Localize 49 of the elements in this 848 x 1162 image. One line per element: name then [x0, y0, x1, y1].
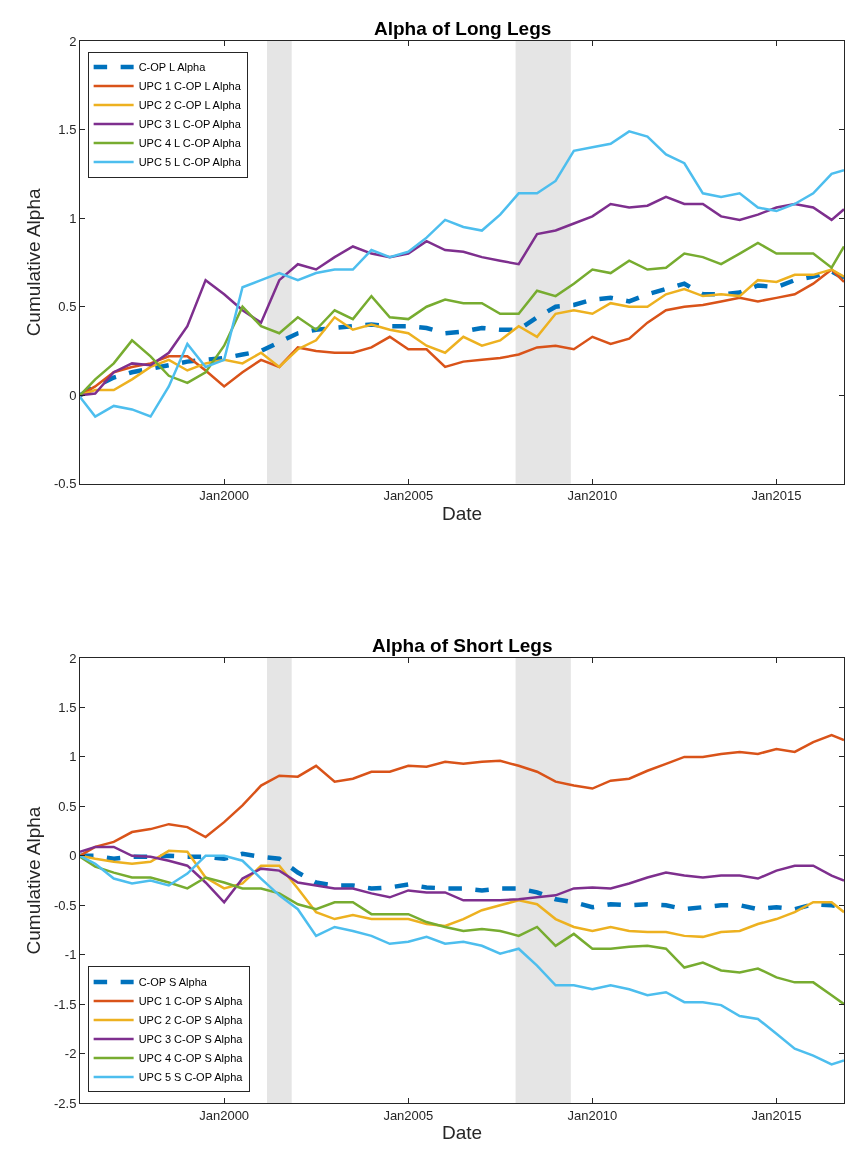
y-tick-label: 1	[69, 210, 77, 226]
x-tick-label: Jan2005	[383, 488, 434, 504]
y-tick-label: -2	[64, 1046, 77, 1062]
y-tick-label: 1	[69, 749, 77, 765]
y-tick-label: -0.5	[53, 476, 77, 492]
y-tick-label: 1.5	[58, 700, 77, 716]
chart-title: Alpha of Long Legs	[374, 18, 552, 39]
line-series	[80, 241, 844, 397]
x-tick-label: Jan2015	[751, 1107, 802, 1123]
y-axis-title: Cumulative Alpha	[22, 806, 44, 955]
legend-label: UPC 2 C-OP S Alpha	[138, 1014, 244, 1027]
y-tick-label: -2.5	[53, 1095, 77, 1111]
y-tick-label: 2	[69, 650, 77, 666]
legend-label: UPC 2 C-OP L Alpha	[138, 99, 242, 112]
legend-label: UPC 3 C-OP S Alpha	[138, 1033, 244, 1046]
y-tick-label: -1	[64, 947, 77, 963]
x-tick-label: Jan2005	[383, 1107, 434, 1123]
line-series	[80, 855, 844, 1006]
y-tick-label: -1.5	[53, 996, 77, 1012]
y-tick-label: 0.5	[58, 299, 77, 315]
x-axis-title: Date	[441, 503, 483, 525]
legend-label: UPC 1 C-OP S Alpha	[138, 995, 244, 1008]
y-tick-label: 1.5	[58, 122, 77, 138]
y-tick-label: 0	[69, 387, 77, 403]
line-series	[80, 195, 844, 397]
y-tick-label: 0.5	[58, 798, 77, 814]
chart-title: Alpha of Short Legs	[372, 635, 553, 656]
x-tick-label: Jan2010	[567, 1107, 618, 1123]
legend-label: C-OP S Alpha	[138, 976, 208, 989]
legend-label: C-OP L Alpha	[138, 61, 207, 74]
y-tick-label: 2	[69, 33, 77, 49]
x-tick-label: Jan2015	[751, 488, 802, 504]
legend-label: UPC 4 C-OP S Alpha	[138, 1052, 244, 1065]
x-tick-label: Jan2010	[567, 488, 618, 504]
y-axis-title: Cumulative Alpha	[22, 188, 44, 337]
line-series	[80, 854, 844, 1066]
legend-label: UPC 5 L C-OP Alpha	[138, 156, 242, 169]
line-series	[80, 845, 844, 904]
line-series	[80, 733, 844, 858]
legend-label: UPC 3 L C-OP Alpha	[138, 118, 242, 131]
legend-label: UPC 1 C-OP L Alpha	[138, 80, 242, 93]
y-tick-label: 0	[69, 848, 77, 864]
legend-label: UPC 4 L C-OP Alpha	[138, 137, 242, 150]
legend-label: UPC 5 S C-OP Alpha	[138, 1071, 244, 1084]
line-series	[80, 130, 844, 418]
x-axis-title: Date	[441, 1122, 483, 1144]
x-tick-label: Jan2000	[199, 488, 250, 504]
y-tick-label: -0.5	[53, 897, 77, 913]
x-tick-label: Jan2000	[199, 1107, 250, 1123]
